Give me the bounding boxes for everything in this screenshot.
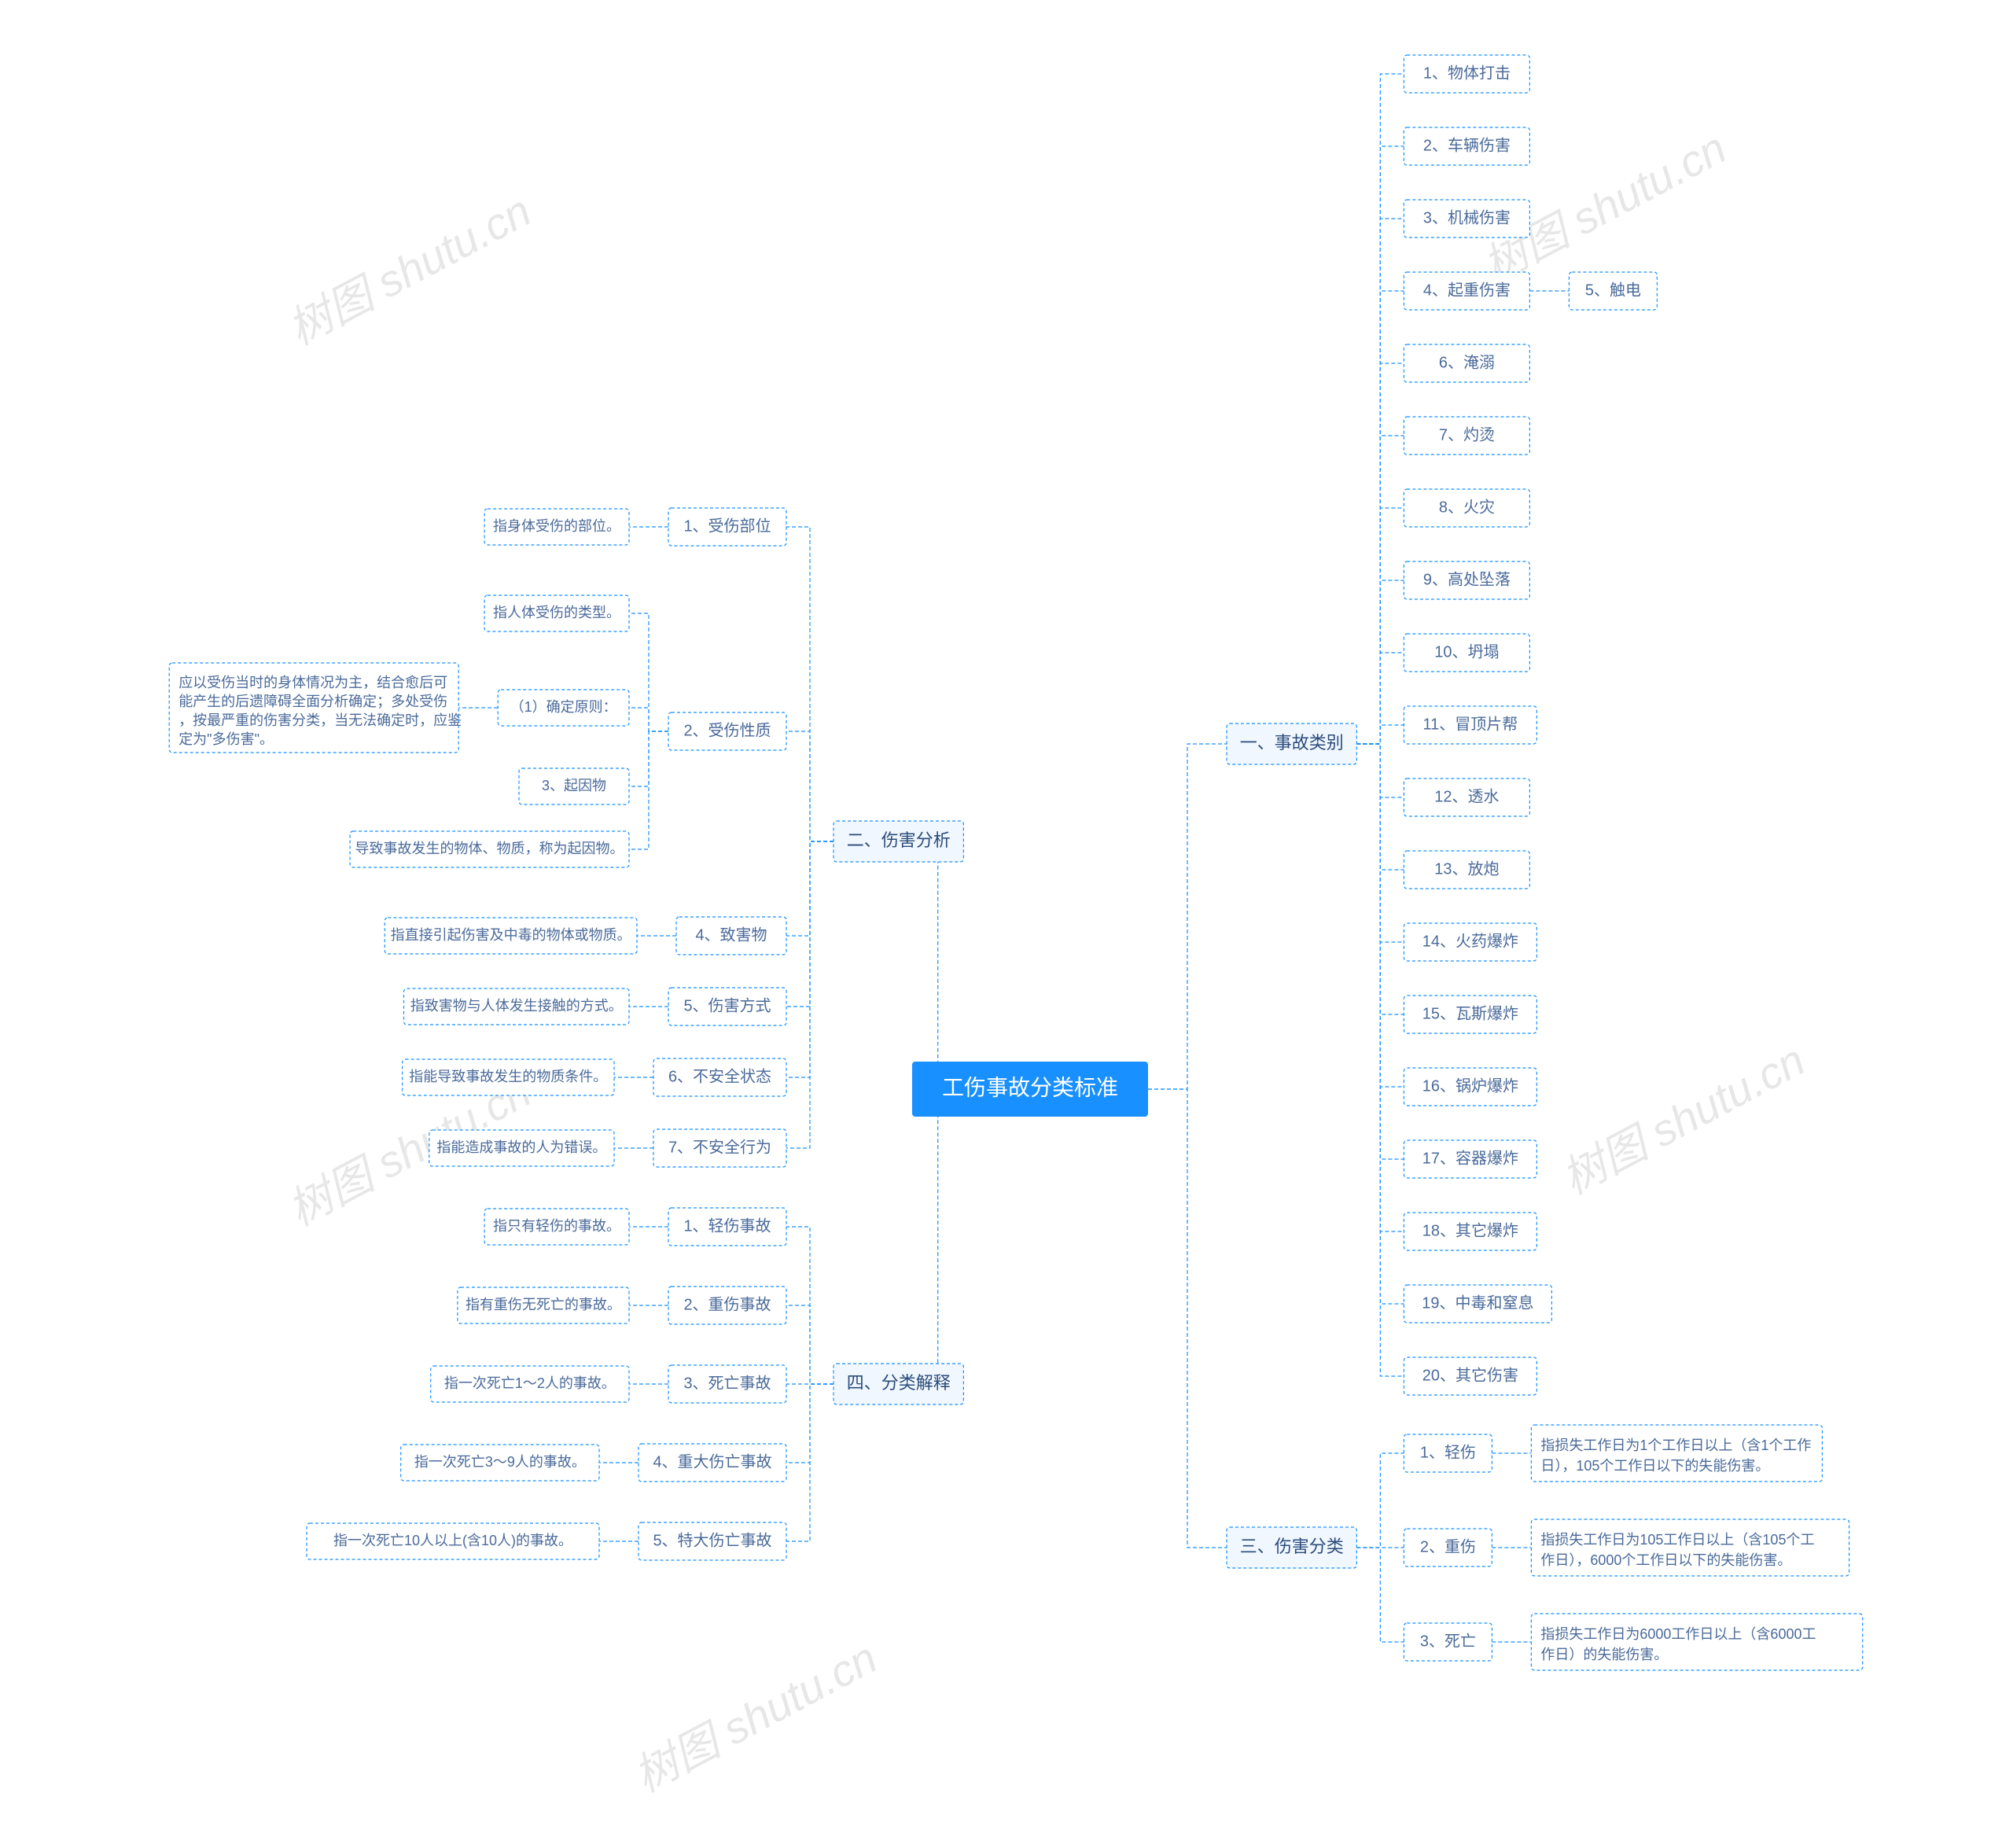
svg-text:15、瓦斯爆炸: 15、瓦斯爆炸 — [1422, 1004, 1518, 1022]
svg-text:7、灼烫: 7、灼烫 — [1439, 425, 1495, 444]
svg-text:指能导致事故发生的物质条件。: 指能导致事故发生的物质条件。 — [409, 1069, 607, 1084]
svg-text:作日）的失能伤害。: 作日）的失能伤害。 — [1540, 1647, 1668, 1662]
svg-text:20、其它伤害: 20、其它伤害 — [1422, 1366, 1518, 1384]
svg-text:17、容器爆炸: 17、容器爆炸 — [1422, 1149, 1518, 1167]
svg-text:指直接引起伤害及中毒的物体或物质。: 指直接引起伤害及中毒的物体或物质。 — [391, 927, 631, 943]
svg-text:工伤事故分类标准: 工伤事故分类标准 — [942, 1075, 1118, 1099]
svg-text:能产生的后遗障碍全面分析确定；多处受伤: 能产生的后遗障碍全面分析确定；多处受伤 — [178, 694, 447, 709]
svg-text:5、特大伤亡事故: 5、特大伤亡事故 — [653, 1531, 771, 1549]
svg-text:指损失工作日为6000工作日以上（含6000工: 指损失工作日为6000工作日以上（含6000工 — [1540, 1626, 1816, 1642]
svg-text:4、致害物: 4、致害物 — [695, 926, 767, 944]
svg-text:8、火灾: 8、火灾 — [1439, 498, 1495, 516]
svg-text:13、放炮: 13、放炮 — [1434, 860, 1499, 878]
watermark: 树图 shutu.cn — [1554, 1035, 1812, 1204]
svg-text:日），105个工作日以下的失能伤害。: 日），105个工作日以下的失能伤害。 — [1540, 1458, 1769, 1474]
svg-text:，按最严重的伤害分类，当无法确定时，应鉴: ，按最严重的伤害分类，当无法确定时，应鉴 — [178, 712, 462, 728]
svg-text:2、重伤事故: 2、重伤事故 — [683, 1295, 771, 1313]
svg-text:7、不安全行为: 7、不安全行为 — [668, 1138, 771, 1156]
svg-text:4、起重伤害: 4、起重伤害 — [1423, 281, 1511, 299]
svg-text:3、死亡: 3、死亡 — [1420, 1632, 1476, 1650]
svg-text:5、伤害方式: 5、伤害方式 — [683, 996, 771, 1014]
svg-text:（1）确定原则：: （1）确定原则： — [510, 699, 617, 715]
svg-text:四、分类解释: 四、分类解释 — [847, 1373, 951, 1393]
svg-text:6、不安全状态: 6、不安全状态 — [668, 1067, 771, 1085]
svg-text:11、冒顶片帮: 11、冒顶片帮 — [1423, 715, 1518, 733]
svg-text:3、起因物: 3、起因物 — [542, 778, 606, 793]
svg-text:12、透水: 12、透水 — [1434, 787, 1499, 805]
svg-text:指一次死亡3～9人的事故。: 指一次死亡3～9人的事故。 — [414, 1454, 586, 1470]
svg-text:导致事故发生的物体、物质，称为起因物。: 导致事故发生的物体、物质，称为起因物。 — [355, 841, 624, 856]
svg-text:2、受伤性质: 2、受伤性质 — [683, 721, 771, 739]
svg-text:指身体受伤的部位。: 指身体受伤的部位。 — [493, 518, 620, 534]
svg-text:指损失工作日为1个工作日以上（含1个工作: 指损失工作日为1个工作日以上（含1个工作 — [1540, 1438, 1811, 1453]
mindmap-canvas: 树图 shutu.cn树图 shutu.cn树图 shutu.cn树图 shut… — [0, 0, 2013, 1848]
svg-text:指只有轻伤的事故。: 指只有轻伤的事故。 — [493, 1218, 620, 1234]
svg-text:指人体受伤的类型。: 指人体受伤的类型。 — [493, 605, 620, 620]
svg-text:指一次死亡1～2人的事故。: 指一次死亡1～2人的事故。 — [444, 1375, 616, 1391]
svg-text:一、事故类别: 一、事故类别 — [1240, 733, 1344, 753]
watermark: 树图 shutu.cn — [626, 1633, 885, 1802]
svg-text:3、机械伤害: 3、机械伤害 — [1423, 208, 1511, 226]
svg-text:二、伤害分析: 二、伤害分析 — [847, 830, 951, 850]
svg-text:指损失工作日为105工作日以上（含105个工: 指损失工作日为105工作日以上（含105个工 — [1540, 1532, 1814, 1548]
watermark: 树图 shutu.cn — [280, 186, 539, 355]
svg-text:6、淹溺: 6、淹溺 — [1439, 353, 1495, 371]
svg-text:作日），6000个工作日以下的失能伤害。: 作日），6000个工作日以下的失能伤害。 — [1540, 1552, 1791, 1568]
svg-text:指一次死亡10人以上(含10人)的事故。: 指一次死亡10人以上(含10人)的事故。 — [333, 1533, 572, 1548]
svg-text:2、重伤: 2、重伤 — [1420, 1537, 1476, 1555]
svg-text:2、车辆伤害: 2、车辆伤害 — [1423, 136, 1511, 154]
svg-text:指有重伤无死亡的事故。: 指有重伤无死亡的事故。 — [466, 1297, 621, 1312]
svg-text:1、受伤部位: 1、受伤部位 — [683, 517, 771, 535]
svg-text:1、物体打击: 1、物体打击 — [1423, 64, 1511, 82]
svg-text:16、锅炉爆炸: 16、锅炉爆炸 — [1422, 1077, 1518, 1095]
svg-text:14、火药爆炸: 14、火药爆炸 — [1422, 932, 1518, 950]
svg-text:1、轻伤: 1、轻伤 — [1420, 1443, 1476, 1461]
svg-text:10、坍塌: 10、坍塌 — [1434, 642, 1499, 661]
svg-text:18、其它爆炸: 18、其它爆炸 — [1422, 1221, 1518, 1239]
svg-text:指致害物与人体发生接触的方式。: 指致害物与人体发生接触的方式。 — [410, 998, 623, 1014]
svg-text:3、死亡事故: 3、死亡事故 — [683, 1374, 771, 1392]
svg-text:9、高处坠落: 9、高处坠落 — [1423, 570, 1511, 588]
svg-text:应以受伤当时的身体情况为主，结合愈后可: 应以受伤当时的身体情况为主，结合愈后可 — [178, 675, 447, 690]
svg-text:4、重大伤亡事故: 4、重大伤亡事故 — [653, 1452, 771, 1471]
svg-text:19、中毒和窒息: 19、中毒和窒息 — [1422, 1294, 1533, 1312]
svg-text:1、轻伤事故: 1、轻伤事故 — [683, 1217, 771, 1235]
svg-text:定为"多伤害"。: 定为"多伤害"。 — [178, 731, 274, 747]
svg-text:指能造成事故的人为错误。: 指能造成事故的人为错误。 — [436, 1139, 606, 1155]
svg-text:三、伤害分类: 三、伤害分类 — [1240, 1537, 1344, 1556]
svg-text:5、触电: 5、触电 — [1585, 281, 1641, 299]
